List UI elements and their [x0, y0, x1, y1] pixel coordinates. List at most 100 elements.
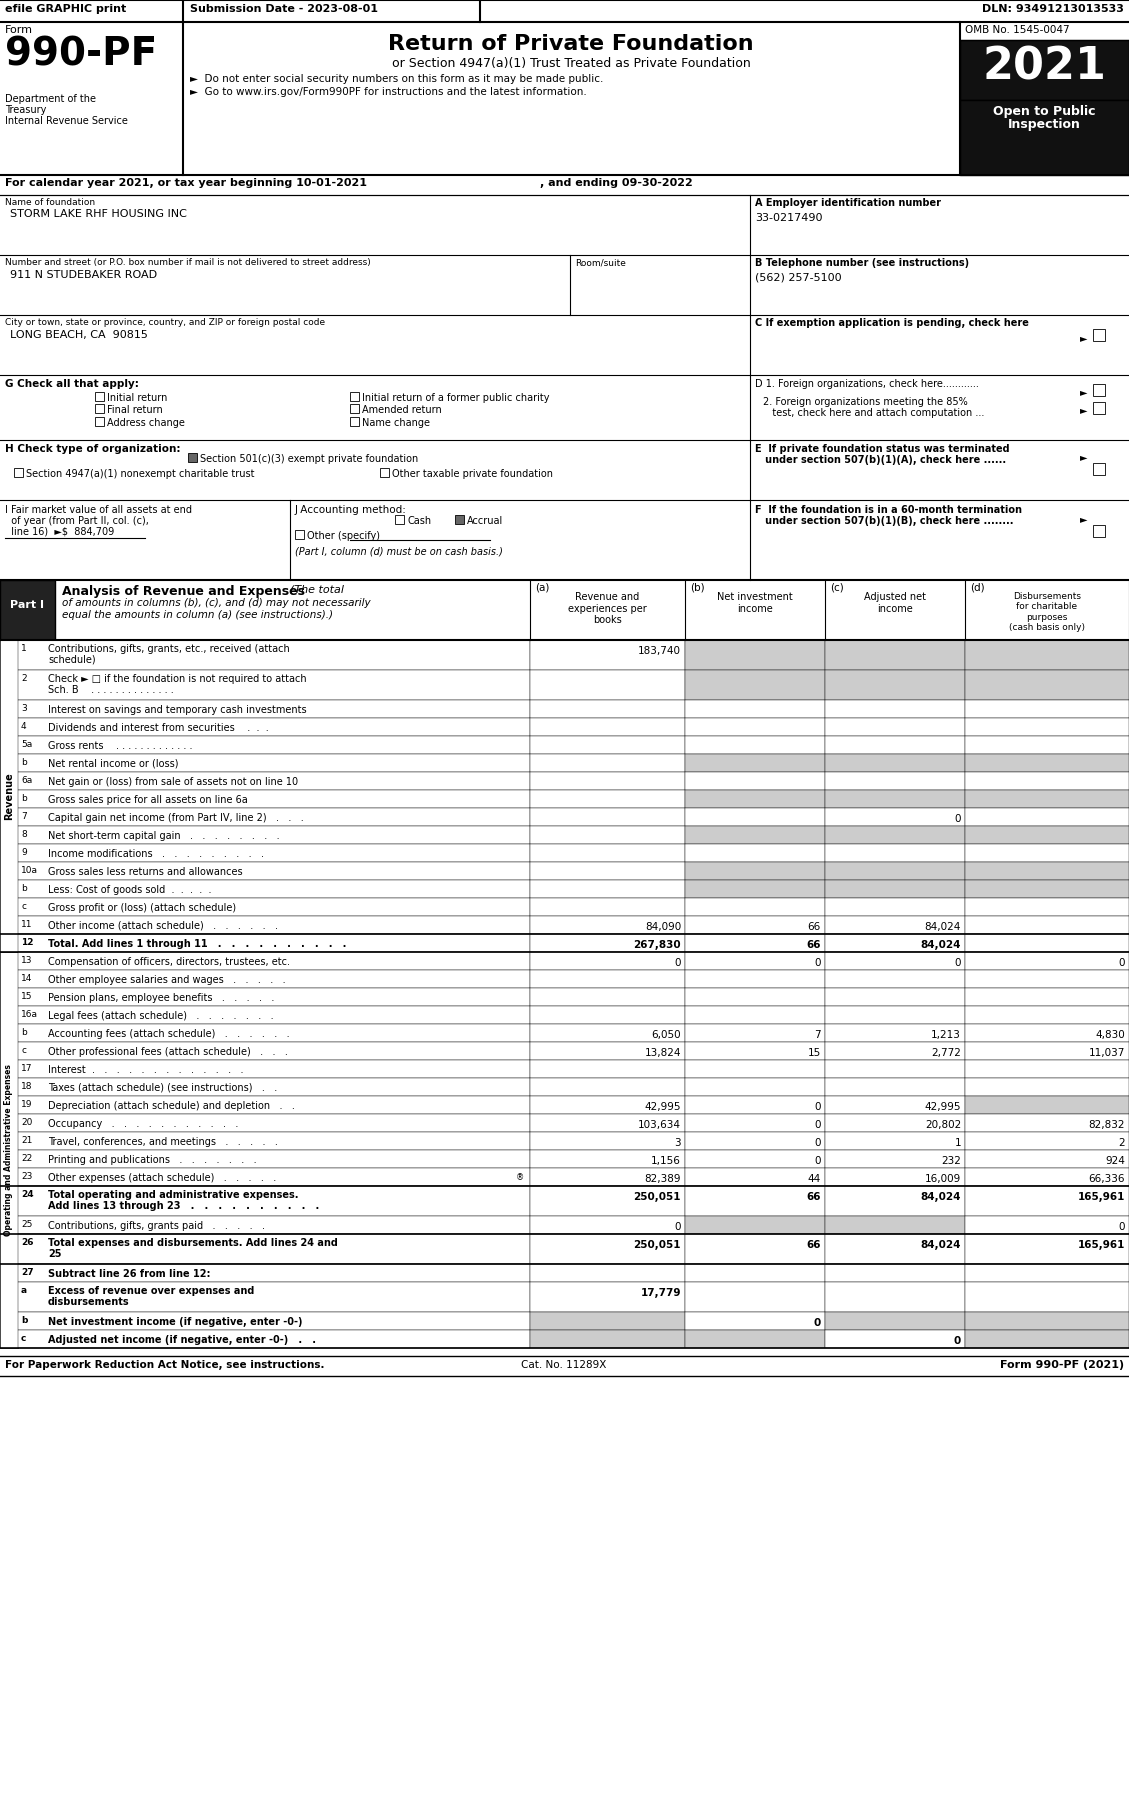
Bar	[825, 1187, 965, 1215]
Text: Other expenses (attach schedule)   .   .   .   .   .: Other expenses (attach schedule) . . . .…	[49, 1172, 277, 1183]
Text: 6,050: 6,050	[651, 1030, 681, 1039]
Bar	[825, 969, 965, 987]
Bar	[825, 699, 965, 717]
Text: 2: 2	[21, 674, 27, 683]
Bar	[18, 735, 530, 753]
Bar	[530, 1025, 685, 1043]
Text: ►: ►	[1080, 514, 1087, 523]
Bar	[18, 933, 530, 951]
Text: Treasury: Treasury	[5, 104, 46, 115]
Text: (Part I, column (d) must be on cash basis.): (Part I, column (d) must be on cash basi…	[295, 547, 502, 556]
Bar	[18, 1079, 530, 1097]
Text: 0: 0	[674, 1223, 681, 1232]
Bar	[825, 1115, 965, 1133]
Text: b: b	[21, 759, 27, 768]
Text: Other income (attach schedule)   .   .   .   .   .   .: Other income (attach schedule) . . . . .…	[49, 921, 278, 931]
Text: disbursements: disbursements	[49, 1296, 130, 1307]
Bar	[95, 405, 104, 414]
Text: Taxes (attach schedule) (see instructions)   .   .: Taxes (attach schedule) (see instruction…	[49, 1082, 278, 1093]
Bar	[685, 1151, 825, 1169]
Bar	[685, 1079, 825, 1097]
Bar	[530, 1043, 685, 1061]
Bar	[530, 717, 685, 735]
Text: 0: 0	[954, 958, 961, 967]
Bar	[685, 897, 825, 915]
Bar	[685, 843, 825, 861]
Bar	[530, 843, 685, 861]
Text: 911 N STUDEBAKER ROAD: 911 N STUDEBAKER ROAD	[10, 270, 157, 280]
Bar	[295, 530, 304, 539]
Bar	[965, 699, 1129, 717]
Text: (c): (c)	[830, 583, 843, 593]
Text: Dividends and interest from securities    .  .  .: Dividends and interest from securities .…	[49, 723, 269, 734]
Text: Capital gain net income (from Part IV, line 2)   .   .   .: Capital gain net income (from Part IV, l…	[49, 813, 304, 823]
Bar	[685, 1097, 825, 1115]
Bar	[530, 1151, 685, 1169]
Bar	[965, 1187, 1129, 1215]
Bar	[18, 1007, 530, 1025]
Bar	[530, 1133, 685, 1151]
Bar	[18, 915, 530, 933]
Text: 990-PF: 990-PF	[5, 36, 157, 74]
Bar	[18, 1025, 530, 1043]
Bar	[530, 1233, 685, 1264]
Bar	[18, 1282, 530, 1313]
Text: Contributions, gifts, grants paid   .   .   .   .   .: Contributions, gifts, grants paid . . . …	[49, 1221, 265, 1232]
Text: 5a: 5a	[21, 741, 33, 750]
Bar	[685, 825, 825, 843]
Text: ►: ►	[1080, 451, 1087, 462]
Bar	[685, 879, 825, 897]
Text: For Paperwork Reduction Act Notice, see instructions.: For Paperwork Reduction Act Notice, see …	[5, 1359, 324, 1370]
Bar	[965, 753, 1129, 771]
Bar	[18, 969, 530, 987]
Text: Analysis of Revenue and Expenses: Analysis of Revenue and Expenses	[62, 584, 305, 599]
Text: Return of Private Foundation: Return of Private Foundation	[388, 34, 754, 54]
Bar	[350, 405, 359, 414]
Text: DLN: 93491213013533: DLN: 93491213013533	[982, 4, 1124, 14]
Bar	[685, 1313, 825, 1331]
Bar	[530, 1097, 685, 1115]
Bar	[825, 879, 965, 897]
Bar	[685, 789, 825, 807]
Bar	[18, 1169, 530, 1187]
Bar	[530, 1313, 685, 1331]
Text: (a): (a)	[535, 583, 550, 593]
Bar	[685, 1133, 825, 1151]
Bar	[960, 22, 1129, 174]
Bar	[965, 825, 1129, 843]
Bar	[825, 1169, 965, 1187]
Text: Form 990-PF (2021): Form 990-PF (2021)	[1000, 1359, 1124, 1370]
Text: Internal Revenue Service: Internal Revenue Service	[5, 117, 128, 126]
Text: Depreciation (attach schedule) and depletion   .   .: Depreciation (attach schedule) and deple…	[49, 1100, 295, 1111]
Text: a: a	[21, 1286, 27, 1295]
Text: Excess of revenue over expenses and: Excess of revenue over expenses and	[49, 1286, 254, 1296]
Text: ►  Go to www.irs.gov/Form990PF for instructions and the latest information.: ► Go to www.irs.gov/Form990PF for instru…	[190, 86, 587, 97]
Bar	[825, 1151, 965, 1169]
Bar	[18, 987, 530, 1007]
Bar	[18, 1215, 530, 1233]
Bar	[18, 861, 530, 879]
Text: 250,051: 250,051	[633, 1192, 681, 1203]
Bar	[95, 392, 104, 401]
Text: Department of the: Department of the	[5, 93, 96, 104]
Bar	[825, 1043, 965, 1061]
Text: 27: 27	[21, 1268, 34, 1277]
Bar	[825, 771, 965, 789]
Text: or Section 4947(a)(1) Trust Treated as Private Foundation: or Section 4947(a)(1) Trust Treated as P…	[392, 58, 751, 70]
Text: 0: 0	[814, 1318, 821, 1329]
Bar	[685, 753, 825, 771]
Text: (The total: (The total	[283, 584, 344, 595]
Bar	[965, 671, 1129, 699]
Text: 21: 21	[21, 1136, 33, 1145]
Text: 1,156: 1,156	[651, 1156, 681, 1165]
Text: 17: 17	[21, 1064, 33, 1073]
Text: Check ► □ if the foundation is not required to attach: Check ► □ if the foundation is not requi…	[49, 674, 307, 683]
Bar	[18, 1331, 530, 1348]
Bar	[825, 671, 965, 699]
Bar	[18, 807, 530, 825]
Text: 82,389: 82,389	[645, 1174, 681, 1185]
Bar	[455, 514, 464, 523]
Bar	[685, 933, 825, 951]
Text: City or town, state or province, country, and ZIP or foreign postal code: City or town, state or province, country…	[5, 318, 325, 327]
Bar	[685, 1169, 825, 1187]
